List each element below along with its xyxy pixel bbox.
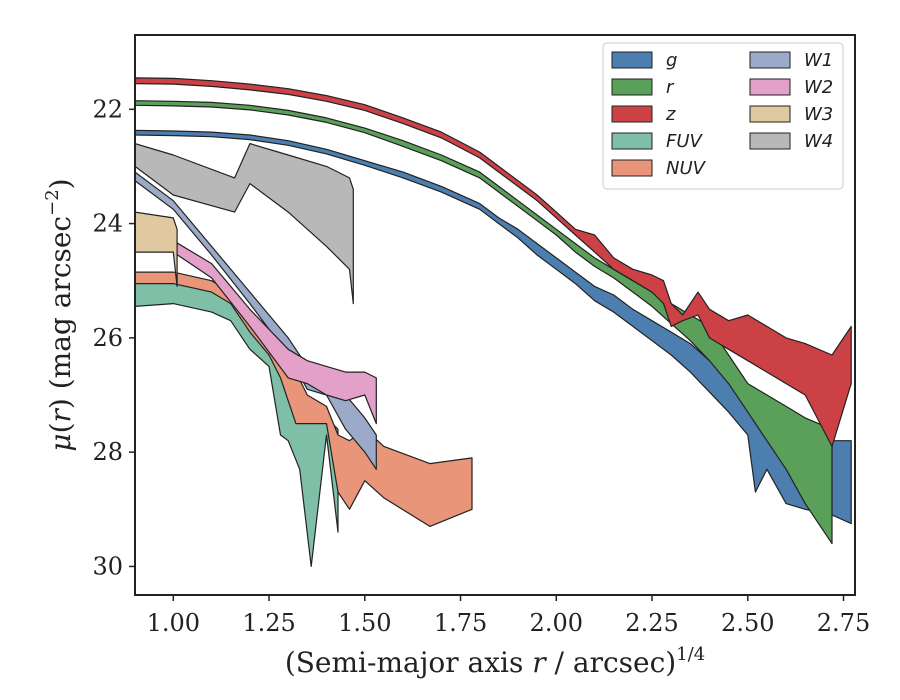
x-tick-label: 2.75 bbox=[817, 609, 870, 637]
legend-swatch-r bbox=[611, 78, 653, 96]
legend-swatch-g bbox=[611, 51, 653, 69]
x-tick-label: 1.00 bbox=[147, 609, 200, 637]
legend-label-g: g bbox=[666, 50, 677, 71]
band-W1 bbox=[135, 171, 377, 470]
y-tick-label: 30 bbox=[92, 552, 123, 580]
band-g bbox=[135, 129, 852, 525]
y-tick-label: 22 bbox=[92, 95, 123, 123]
x-tick-label: 1.50 bbox=[338, 609, 391, 637]
x-tick-label: 2.00 bbox=[530, 609, 583, 637]
band-z bbox=[135, 77, 852, 447]
legend-label-W1: W1 bbox=[804, 50, 833, 71]
x-tick-label: 2.50 bbox=[721, 609, 774, 637]
plot-frame bbox=[134, 34, 856, 596]
x-tick-label: 1.75 bbox=[434, 609, 487, 637]
legend-label-r: r bbox=[666, 77, 675, 98]
legend-label-FUV: FUV bbox=[666, 131, 704, 152]
x-tick-label: 2.25 bbox=[625, 609, 678, 637]
x-tick-label: 1.25 bbox=[242, 609, 295, 637]
band-W2 bbox=[172, 240, 377, 425]
legend: grz FUV NUV W1 W2 W3 W4 bbox=[602, 42, 844, 190]
legend-label-W3: W3 bbox=[804, 104, 833, 125]
band-W3 bbox=[135, 211, 178, 287]
legend-swatch-NUV bbox=[611, 159, 653, 177]
y-tick-label: 24 bbox=[92, 210, 123, 238]
legend-label-z: z bbox=[665, 104, 676, 125]
band-r bbox=[135, 100, 833, 545]
chart-bands bbox=[135, 77, 852, 568]
y-axis-label: μ(r) (mag arcsec−2) bbox=[42, 178, 77, 451]
legend-label-W2: W2 bbox=[804, 77, 833, 98]
legend-swatch-z bbox=[611, 105, 653, 123]
axis-ticks: 1.00 1.25 1.50 1.75 2.00 2.25 2.50 2.75 22 24 26 28… bbox=[92, 95, 870, 637]
band-W4 bbox=[135, 143, 354, 305]
x-axis-label: (Semi-major axis r / arcsec)1/4 bbox=[285, 644, 705, 679]
y-tick-label: 28 bbox=[92, 438, 123, 466]
legend-swatch-W2 bbox=[749, 78, 791, 96]
legend-swatch-W3 bbox=[749, 105, 791, 123]
legend-swatch-FUV bbox=[611, 132, 653, 150]
legend-swatch-W4 bbox=[749, 132, 791, 150]
legend-label-W4: W4 bbox=[804, 131, 833, 152]
legend-label-NUV: NUV bbox=[666, 158, 707, 179]
y-tick-label: 26 bbox=[92, 324, 123, 352]
legend-swatch-W1 bbox=[749, 51, 791, 69]
